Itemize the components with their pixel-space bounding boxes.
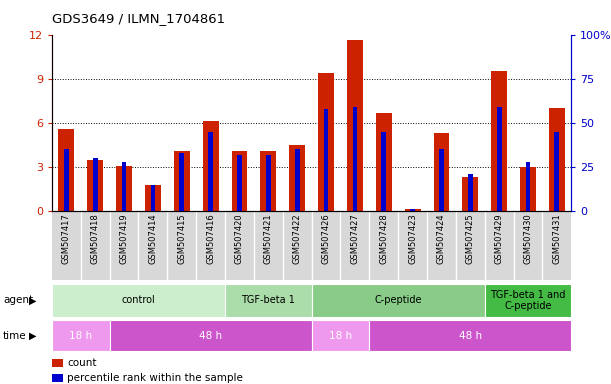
Bar xyxy=(318,73,334,211)
Bar xyxy=(525,162,530,211)
Bar xyxy=(59,129,75,211)
Bar xyxy=(232,151,247,211)
Bar xyxy=(463,177,478,211)
Text: GSM507422: GSM507422 xyxy=(293,213,302,264)
Bar xyxy=(237,155,242,211)
Bar xyxy=(145,185,161,211)
Bar xyxy=(410,209,415,211)
Bar xyxy=(289,145,305,211)
Bar xyxy=(122,162,126,211)
Text: C-peptide: C-peptide xyxy=(375,295,422,306)
Text: GSM507416: GSM507416 xyxy=(206,213,215,264)
Text: 48 h: 48 h xyxy=(199,331,222,341)
Bar xyxy=(347,40,363,211)
Text: GSM507424: GSM507424 xyxy=(437,213,446,264)
Text: GSM507427: GSM507427 xyxy=(350,213,359,264)
Text: GSM507425: GSM507425 xyxy=(466,213,475,264)
Text: ▶: ▶ xyxy=(29,331,37,341)
Text: control: control xyxy=(122,295,155,306)
Bar xyxy=(353,107,357,211)
Bar xyxy=(369,320,571,351)
Bar xyxy=(203,121,219,211)
Bar xyxy=(404,209,420,211)
Text: GSM507426: GSM507426 xyxy=(321,213,331,264)
Bar xyxy=(549,108,565,211)
Text: GSM507431: GSM507431 xyxy=(552,213,562,264)
Bar xyxy=(468,174,473,211)
Bar xyxy=(312,284,485,317)
Bar xyxy=(225,284,312,317)
Bar xyxy=(52,320,109,351)
Bar xyxy=(554,132,559,211)
Bar xyxy=(324,109,329,211)
Bar xyxy=(64,149,69,211)
Bar xyxy=(520,167,536,211)
Text: GSM507420: GSM507420 xyxy=(235,213,244,264)
Text: 18 h: 18 h xyxy=(69,331,92,341)
Text: TGF-beta 1: TGF-beta 1 xyxy=(241,295,295,306)
Bar xyxy=(491,71,507,211)
Bar xyxy=(266,155,271,211)
Text: GDS3649 / ILMN_1704861: GDS3649 / ILMN_1704861 xyxy=(52,12,225,25)
Text: GSM507423: GSM507423 xyxy=(408,213,417,264)
Text: time: time xyxy=(3,331,27,341)
Bar xyxy=(485,284,571,317)
Bar xyxy=(109,320,312,351)
Bar xyxy=(376,113,392,211)
Text: agent: agent xyxy=(3,295,33,306)
Text: TGF-beta 1 and
C-peptide: TGF-beta 1 and C-peptide xyxy=(490,290,566,311)
Bar xyxy=(116,166,132,211)
Bar xyxy=(434,133,449,211)
Text: GSM507415: GSM507415 xyxy=(177,213,186,264)
Bar xyxy=(93,158,98,211)
Text: count: count xyxy=(67,358,97,368)
Text: 48 h: 48 h xyxy=(459,331,482,341)
Text: GSM507428: GSM507428 xyxy=(379,213,388,264)
Text: ▶: ▶ xyxy=(29,295,37,306)
Text: GSM507414: GSM507414 xyxy=(148,213,158,264)
Bar xyxy=(180,153,184,211)
Bar xyxy=(381,132,386,211)
Text: GSM507417: GSM507417 xyxy=(62,213,71,264)
Text: 18 h: 18 h xyxy=(329,331,352,341)
Bar xyxy=(312,320,369,351)
Text: GSM507421: GSM507421 xyxy=(264,213,273,264)
Bar xyxy=(52,284,225,317)
Text: GSM507429: GSM507429 xyxy=(495,213,503,264)
Bar xyxy=(208,132,213,211)
Text: percentile rank within the sample: percentile rank within the sample xyxy=(67,373,243,383)
Bar xyxy=(295,149,299,211)
Bar xyxy=(260,151,276,211)
Bar xyxy=(150,185,155,211)
Bar xyxy=(497,107,502,211)
Text: GSM507418: GSM507418 xyxy=(90,213,100,264)
Bar xyxy=(439,149,444,211)
Text: GSM507430: GSM507430 xyxy=(524,213,533,264)
Bar xyxy=(174,151,189,211)
Text: GSM507419: GSM507419 xyxy=(120,213,128,264)
Bar xyxy=(87,160,103,211)
